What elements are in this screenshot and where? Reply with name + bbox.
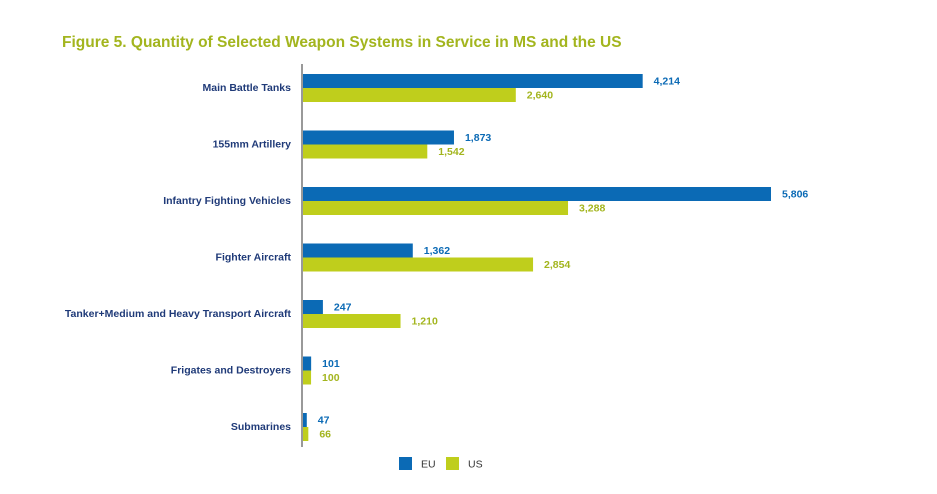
legend-label-us: US [468,459,483,471]
bar-us-tanker-medium-and-heavy-transport-aircraft [303,314,401,328]
data-label-us-155mm-artillery: 1,542 [438,146,464,158]
bar-us-fighter-aircraft [303,257,534,272]
chart-title: Figure 5. Quantity of Selected Weapon Sy… [62,34,622,51]
bar-eu-submarines [303,413,307,427]
category-label-infantry-fighting-vehicles: Infantry Fighting Vehicles [163,195,291,207]
data-label-us-main-battle-tanks: 2,640 [527,90,553,102]
bar-eu-155mm-artillery [303,130,454,145]
bar-us-main-battle-tanks [303,88,516,102]
legend-swatch-us [446,457,459,470]
data-label-us-frigates-and-destroyers: 100 [322,372,340,384]
data-label-eu-infantry-fighting-vehicles: 5,806 [782,189,808,201]
legend-swatch-eu [399,457,412,470]
bar-eu-infantry-fighting-vehicles [303,187,771,201]
data-label-eu-fighter-aircraft: 1,362 [424,245,450,257]
bar-eu-tanker-medium-and-heavy-transport-aircraft [303,300,323,314]
bar-us-infantry-fighting-vehicles [303,201,569,215]
data-label-eu-155mm-artillery: 1,873 [465,132,491,144]
bar-eu-fighter-aircraft [303,243,413,258]
data-label-eu-tanker-medium-and-heavy-transport-aircraft: 247 [334,302,352,314]
data-label-eu-main-battle-tanks: 4,214 [654,76,680,88]
bar-eu-main-battle-tanks [303,74,643,88]
bar-eu-frigates-and-destroyers [303,356,312,371]
category-label-155mm-artillery: 155mm Artillery [213,139,292,151]
category-label-fighter-aircraft: Fighter Aircraft [216,252,292,264]
category-label-main-battle-tanks: Main Battle Tanks [203,82,292,94]
category-label-tanker-medium-and-heavy-transport-aircraft: Tanker+Medium and Heavy Transport Aircra… [65,308,292,320]
bar-us-submarines [303,427,309,441]
category-label-frigates-and-destroyers: Frigates and Destroyers [171,365,291,377]
data-label-us-tanker-medium-and-heavy-transport-aircraft: 1,210 [412,316,438,328]
data-label-us-submarines: 66 [319,429,331,441]
bar-us-155mm-artillery [303,144,428,159]
data-label-us-infantry-fighting-vehicles: 3,288 [579,203,605,215]
category-label-submarines: Submarines [231,421,291,433]
data-label-us-fighter-aircraft: 2,854 [544,259,570,271]
data-label-eu-frigates-and-destroyers: 101 [322,358,340,370]
legend-label-eu: EU [421,459,436,471]
data-label-eu-submarines: 47 [318,415,330,427]
bar-us-frigates-and-destroyers [303,370,312,385]
